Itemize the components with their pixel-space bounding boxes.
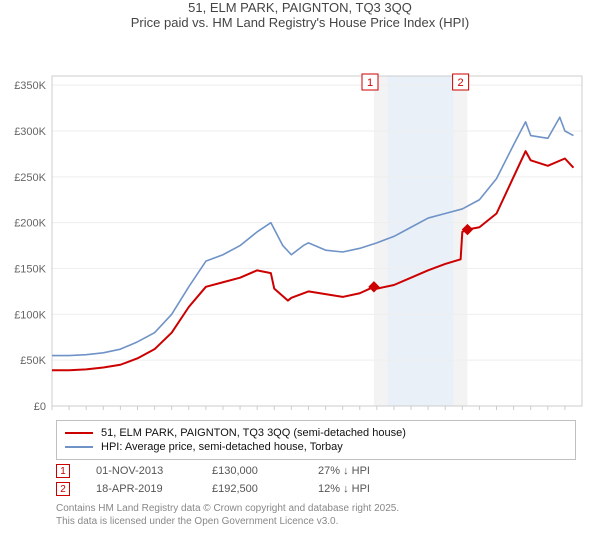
legend-swatch-red bbox=[65, 432, 93, 434]
legend-item: 51, ELM PARK, PAIGNTON, TQ3 3QQ (semi-de… bbox=[65, 427, 567, 439]
svg-text:£300K: £300K bbox=[14, 126, 46, 138]
legend-label: HPI: Average price, semi-detached house,… bbox=[101, 441, 343, 453]
svg-text:£0: £0 bbox=[34, 401, 46, 413]
table-row: 1 01-NOV-2013 £130,000 27% ↓ HPI bbox=[56, 464, 576, 478]
marker-1-icon: 1 bbox=[56, 464, 70, 478]
page-title: 51, ELM PARK, PAIGNTON, TQ3 3QQ bbox=[0, 0, 600, 15]
tx-delta: 12% ↓ HPI bbox=[318, 483, 370, 495]
svg-text:£350K: £350K bbox=[14, 80, 46, 92]
page-subtitle: Price paid vs. HM Land Registry's House … bbox=[0, 15, 600, 30]
footer-line: This data is licensed under the Open Gov… bbox=[56, 515, 576, 528]
legend-swatch-blue bbox=[65, 446, 93, 448]
footer: Contains HM Land Registry data © Crown c… bbox=[56, 502, 576, 528]
marker-2-icon: 2 bbox=[56, 482, 70, 496]
svg-text:£100K: £100K bbox=[14, 309, 46, 321]
svg-text:£250K: £250K bbox=[14, 172, 46, 184]
svg-text:£150K: £150K bbox=[14, 264, 46, 276]
price-chart: £0£50K£100K£150K£200K£250K£300K£350K1995… bbox=[0, 36, 600, 414]
tx-delta: 27% ↓ HPI bbox=[318, 465, 370, 477]
tx-date: 18-APR-2019 bbox=[96, 483, 186, 495]
legend-label: 51, ELM PARK, PAIGNTON, TQ3 3QQ (semi-de… bbox=[101, 427, 406, 439]
svg-text:£200K: £200K bbox=[14, 218, 46, 230]
svg-text:£50K: £50K bbox=[20, 355, 46, 367]
transaction-table: 1 01-NOV-2013 £130,000 27% ↓ HPI 2 18-AP… bbox=[56, 464, 576, 496]
legend-item: HPI: Average price, semi-detached house,… bbox=[65, 441, 567, 453]
table-row: 2 18-APR-2019 £192,500 12% ↓ HPI bbox=[56, 482, 576, 496]
tx-date: 01-NOV-2013 bbox=[96, 465, 186, 477]
legend: 51, ELM PARK, PAIGNTON, TQ3 3QQ (semi-de… bbox=[56, 420, 576, 460]
footer-line: Contains HM Land Registry data © Crown c… bbox=[56, 502, 576, 515]
svg-text:1: 1 bbox=[367, 77, 373, 89]
tx-price: £130,000 bbox=[212, 465, 292, 477]
svg-text:2: 2 bbox=[458, 77, 464, 89]
tx-price: £192,500 bbox=[212, 483, 292, 495]
